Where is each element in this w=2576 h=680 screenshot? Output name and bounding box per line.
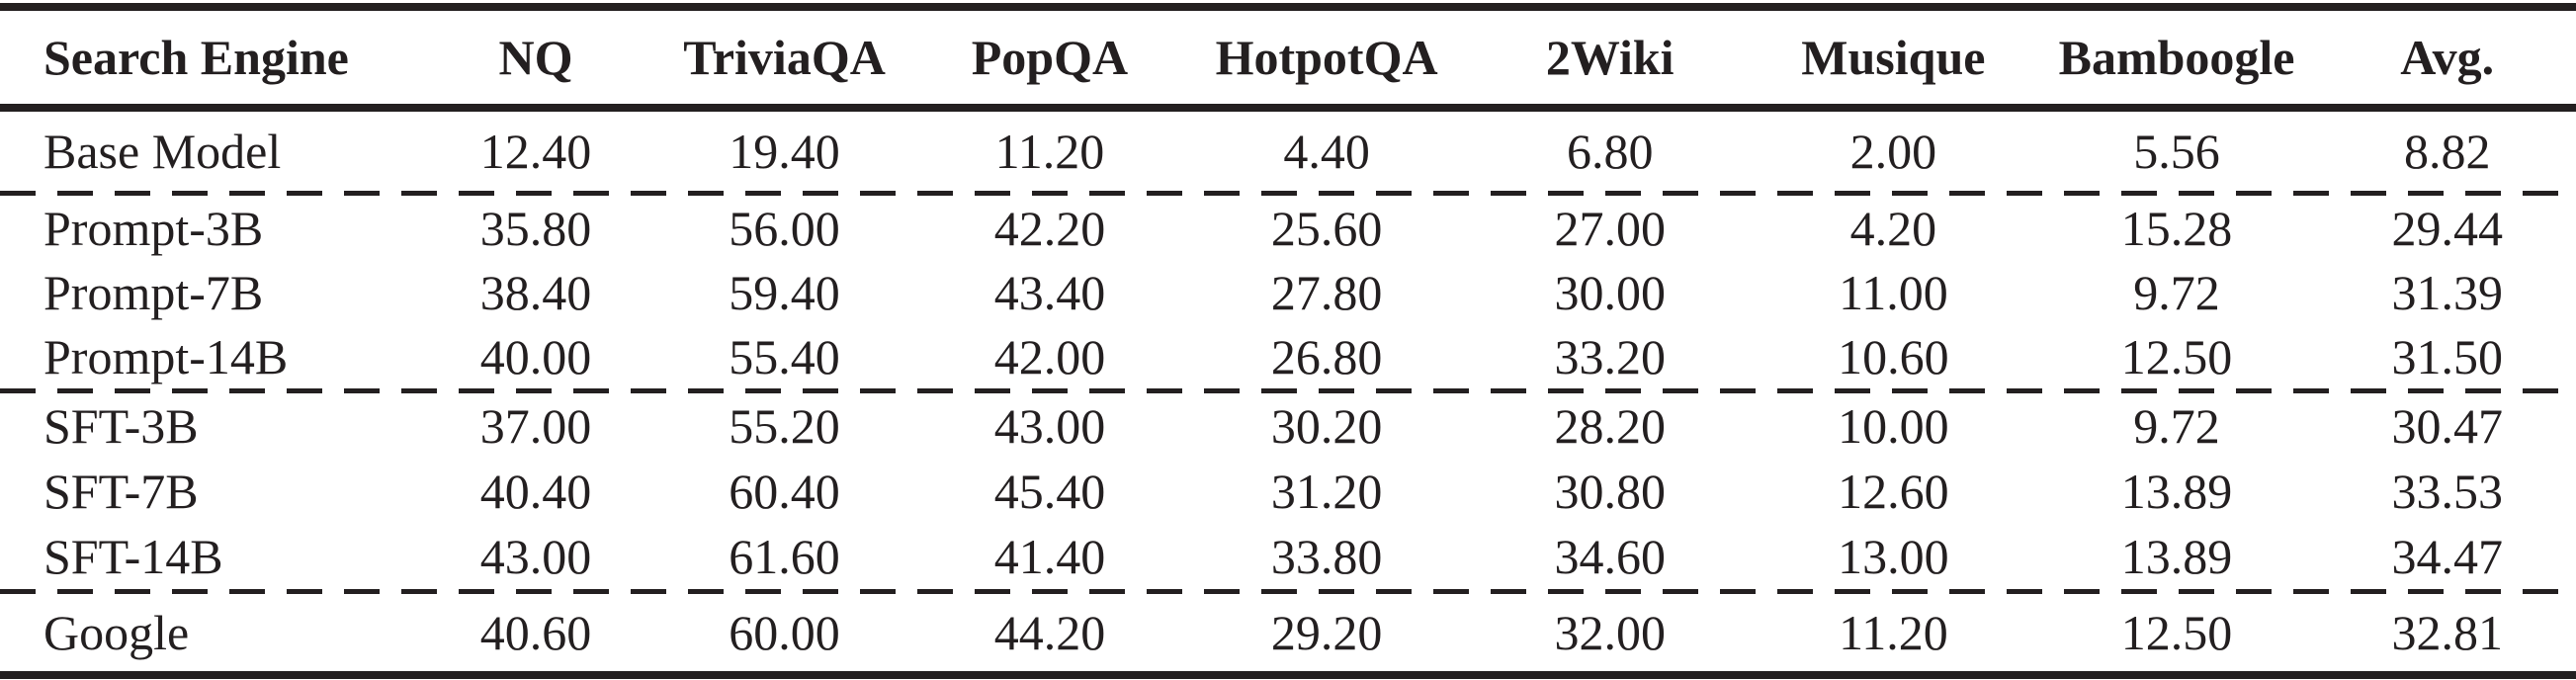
cell-value: 31.39 (2391, 264, 2503, 320)
cell-value: 34.60 (1554, 529, 1666, 584)
cell-value: 29.44 (2391, 200, 2503, 256)
row-label: Prompt-7B (43, 264, 264, 320)
cell-value: 2.00 (1849, 124, 1937, 179)
header-bamboogle: Bamboogle (2034, 7, 2319, 112)
header-triviaqa: TriviaQA (653, 7, 915, 112)
cell-value: 33.53 (2391, 464, 2503, 519)
cell-value: 30.00 (1554, 264, 1666, 320)
cell-value: 33.20 (1554, 328, 1666, 384)
cell-value: 40.00 (479, 328, 592, 384)
table-row: Google 40.60 60.00 44.20 29.20 32.00 11.20 12.5… (0, 594, 2576, 675)
cell-value: 27.80 (1270, 264, 1383, 320)
cell-value: 38.40 (479, 264, 592, 320)
cell-value: 29.20 (1270, 605, 1383, 660)
dashed-rule (0, 388, 2576, 393)
header-2wiki: 2Wiki (1468, 7, 1753, 112)
cell-value: 12.40 (479, 124, 592, 179)
cell-value: 42.00 (993, 328, 1106, 384)
cell-value: 30.80 (1554, 464, 1666, 519)
table-row: SFT-14B 43.00 61.60 41.40 33.80 34.60 13.00 13.… (0, 524, 2576, 589)
table-row: SFT-7B 40.40 60.40 45.40 31.20 30.80 12.60 13.8… (0, 459, 2576, 524)
cell-value: 10.60 (1838, 328, 1949, 384)
cell-value: 10.00 (1838, 398, 1949, 454)
cell-value: 4.40 (1283, 124, 1370, 179)
cell-value: 56.00 (729, 200, 840, 256)
cell-value: 11.20 (994, 124, 1105, 179)
cell-value: 13.89 (2120, 464, 2233, 519)
cell-value: 13.00 (1838, 529, 1949, 584)
dashed-rule-line (0, 589, 2576, 594)
header-popqa: PopQA (914, 7, 1185, 112)
cell-value: 61.60 (729, 529, 840, 584)
dashed-rule (0, 191, 2576, 196)
dashed-rule (0, 589, 2576, 594)
row-label: Prompt-3B (43, 200, 264, 256)
cell-value: 43.00 (993, 398, 1106, 454)
cell-value: 44.20 (993, 605, 1106, 660)
cell-value: 41.40 (993, 529, 1106, 584)
cell-value: 28.20 (1554, 398, 1666, 454)
row-label: SFT-14B (43, 529, 223, 584)
header-hotpotqa: HotpotQA (1184, 7, 1469, 112)
row-label: Base Model (43, 124, 282, 179)
cell-value: 35.80 (479, 200, 592, 256)
cell-value: 59.40 (729, 264, 840, 320)
cell-value: 32.00 (1554, 605, 1666, 660)
cell-value: 26.80 (1270, 328, 1383, 384)
cell-value: 43.40 (993, 264, 1106, 320)
cell-value: 11.20 (1839, 605, 1948, 660)
cell-value: 31.20 (1270, 464, 1383, 519)
header-search-engine: Search Engine (0, 7, 418, 112)
cell-value: 33.80 (1270, 529, 1383, 584)
cell-value: 60.40 (729, 464, 840, 519)
row-label: Google (43, 605, 190, 660)
table-row: Prompt-14B 40.00 55.40 42.00 26.80 33.20 10.60… (0, 324, 2576, 388)
cell-value: 27.00 (1554, 200, 1666, 256)
cell-value: 5.56 (2133, 124, 2220, 179)
cell-value: 15.28 (2120, 200, 2233, 256)
cell-value: 11.00 (1839, 264, 1948, 320)
cell-value: 60.00 (729, 605, 840, 660)
cell-value: 37.00 (479, 398, 592, 454)
table-row: Prompt-3B 35.80 56.00 42.20 25.60 27.00 4.20 15… (0, 196, 2576, 260)
cell-value: 19.40 (729, 124, 840, 179)
cell-value: 12.60 (1838, 464, 1949, 519)
table-row: SFT-3B 37.00 55.20 43.00 30.20 28.20 10.00 9.72… (0, 393, 2576, 459)
row-label: SFT-3B (43, 398, 199, 454)
cell-value: 8.82 (2403, 124, 2491, 179)
cell-value: 4.20 (1849, 200, 1937, 256)
cell-value: 43.00 (479, 529, 592, 584)
cell-value: 55.20 (729, 398, 840, 454)
cell-value: 34.47 (2391, 529, 2503, 584)
cell-value: 30.47 (2391, 398, 2503, 454)
cell-value: 25.60 (1270, 200, 1383, 256)
results-table: Search Engine NQ TriviaQA PopQA HotpotQA… (0, 3, 2576, 679)
header-row: Search Engine NQ TriviaQA PopQA HotpotQA… (0, 7, 2576, 112)
cell-value: 40.40 (479, 464, 592, 519)
cell-value: 6.80 (1566, 124, 1654, 179)
cell-value: 12.50 (2120, 328, 2233, 384)
row-label: Prompt-14B (43, 328, 289, 384)
header-avg: Avg. (2318, 7, 2576, 112)
cell-value: 55.40 (729, 328, 840, 384)
dashed-rule-line (0, 191, 2576, 196)
row-label: SFT-7B (43, 464, 199, 519)
cell-value: 42.20 (993, 200, 1106, 256)
table-row: Base Model 12.40 19.40 11.20 4.40 6.80 2.00 5.5… (0, 108, 2576, 191)
cell-value: 45.40 (993, 464, 1106, 519)
header-nq: NQ (417, 7, 654, 112)
cell-value: 31.50 (2391, 328, 2503, 384)
cell-value: 9.72 (2133, 398, 2220, 454)
cell-value: 13.89 (2120, 529, 2233, 584)
cell-value: 30.20 (1270, 398, 1383, 454)
header-musique: Musique (1752, 7, 2035, 112)
results-body: Base Model 12.40 19.40 11.20 4.40 6.80 2.00 5.5… (0, 108, 2576, 675)
cell-value: 9.72 (2133, 264, 2220, 320)
table-row: Prompt-7B 38.40 59.40 43.40 27.80 30.00 11.00 9… (0, 260, 2576, 324)
cell-value: 12.50 (2120, 605, 2233, 660)
dashed-rule-line (0, 388, 2576, 393)
cell-value: 40.60 (479, 605, 592, 660)
cell-value: 32.81 (2391, 605, 2503, 660)
